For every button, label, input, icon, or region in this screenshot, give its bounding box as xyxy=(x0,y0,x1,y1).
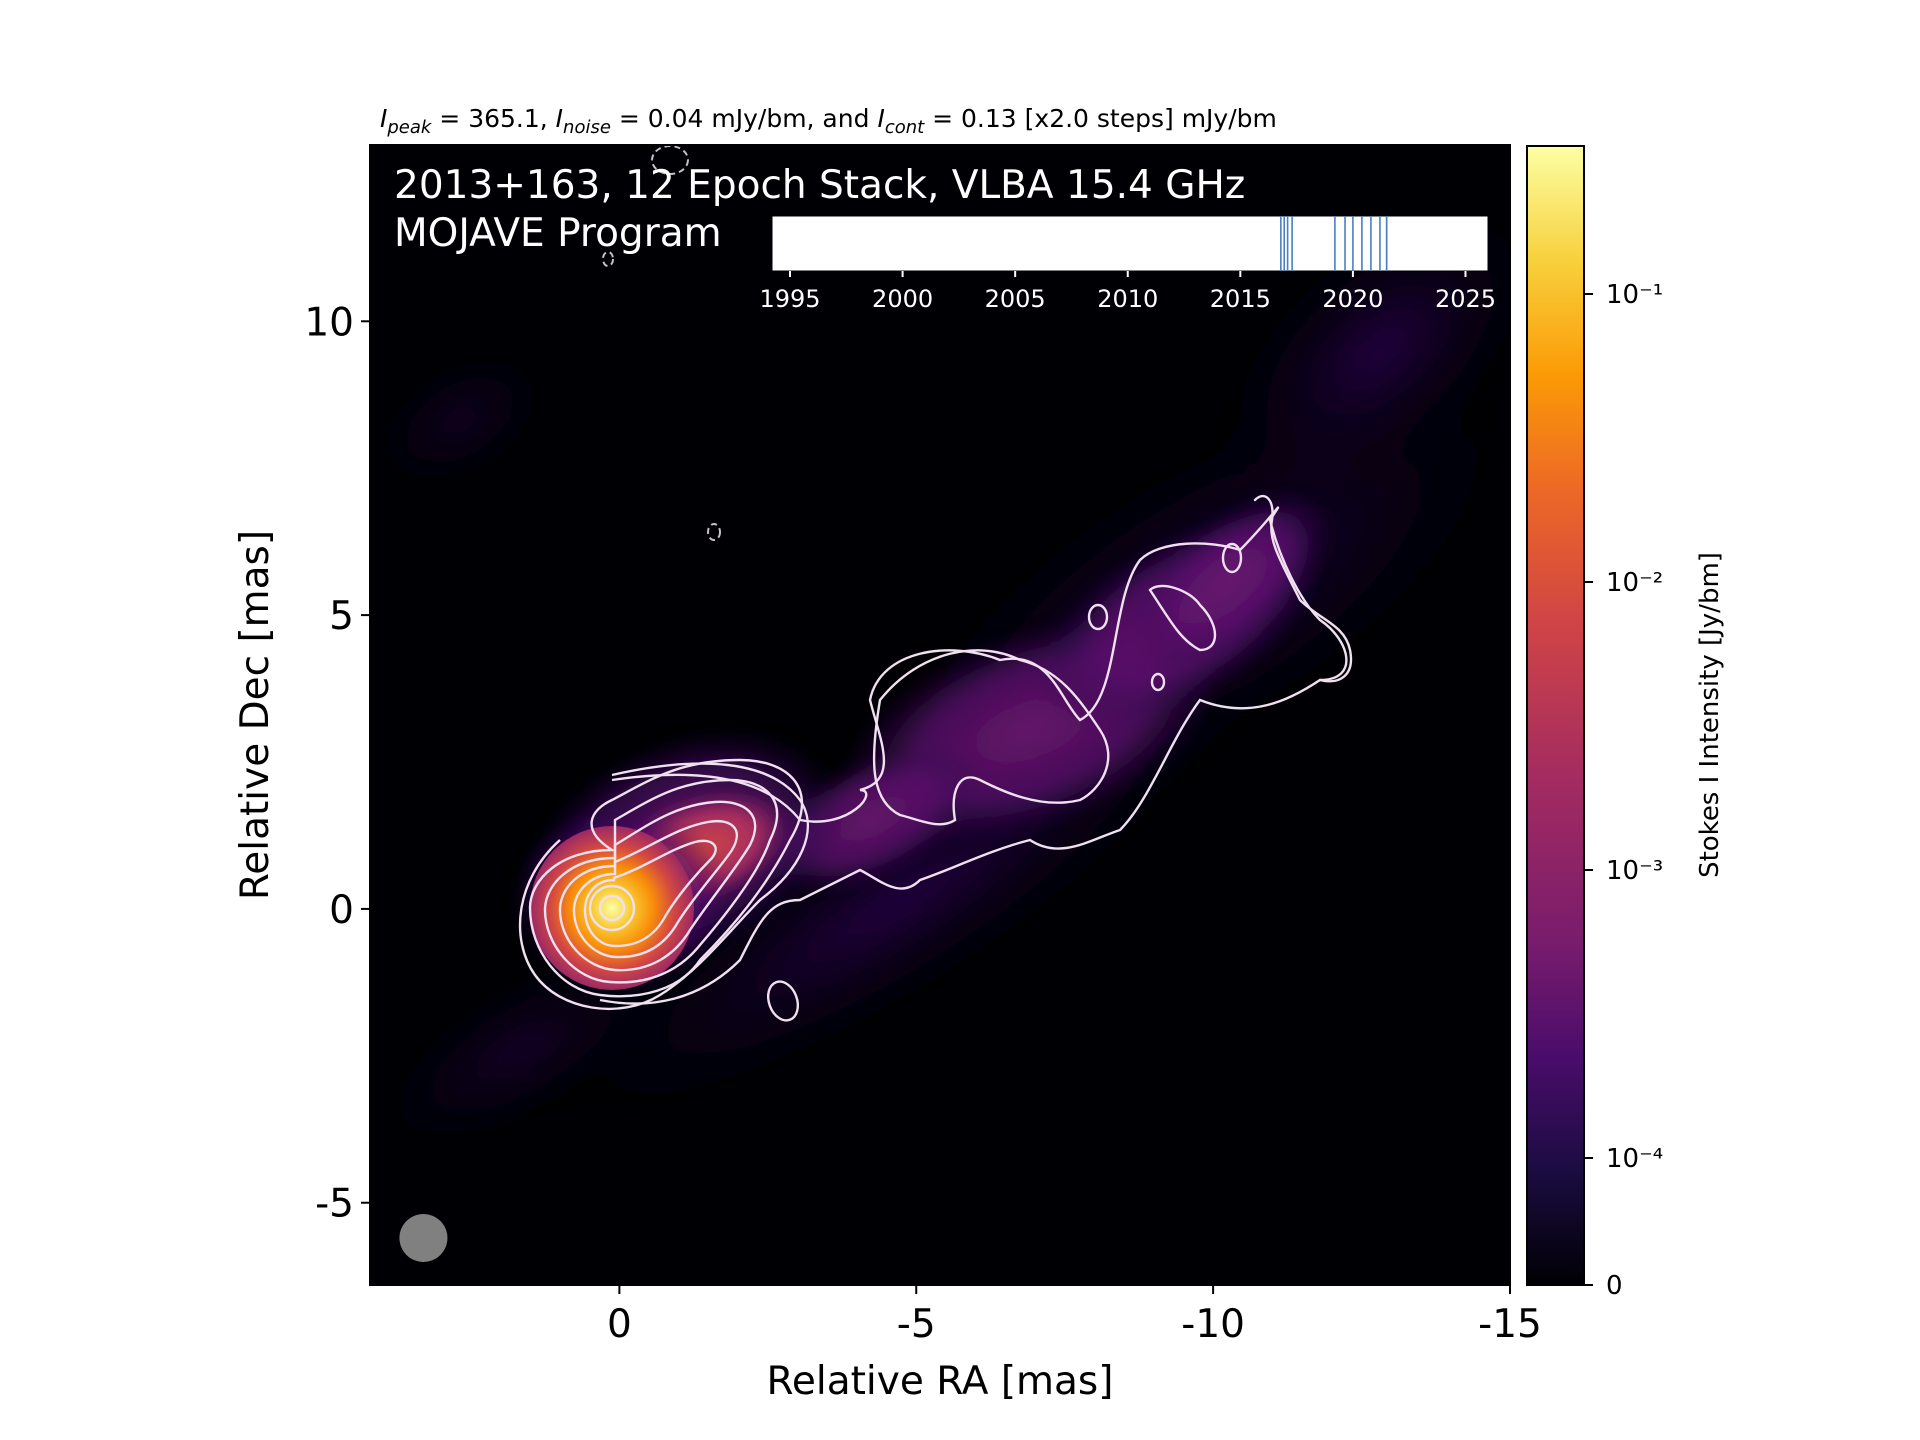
epoch-timeline-inset: 1995 2000 2005 2010 2015 2020 2025 xyxy=(759,215,1496,313)
y-tick-label: 5 xyxy=(329,594,354,639)
colorbar-tick-label: 10⁻³ xyxy=(1606,856,1663,886)
timeline-tick-label: 2015 xyxy=(1210,285,1271,313)
source-label: 2013+163, 12 Epoch Stack, VLBA 15.4 GHz xyxy=(394,163,1245,208)
x-axis-label: Relative RA [mas] xyxy=(767,1359,1114,1404)
y-tick-label: 10 xyxy=(304,300,354,345)
colorbar-tick-label: 0 xyxy=(1606,1271,1623,1301)
epoch-timeline-box xyxy=(771,215,1489,272)
colorbar-label: Stokes I Intensity [Jy/bm] xyxy=(1695,552,1725,878)
timeline-tick-label: 2025 xyxy=(1435,285,1496,313)
timeline-tick-label: 2000 xyxy=(872,285,933,313)
figure-title: Ipeak = 365.1, Inoise = 0.04 mJy/bm, and… xyxy=(380,104,1277,138)
y-tick-label: 0 xyxy=(329,888,354,933)
plot-frame xyxy=(369,144,1511,1286)
colorbar-gradient xyxy=(1526,145,1585,1286)
program-label: MOJAVE Program xyxy=(394,211,722,256)
y-axis-label: Relative Dec [mas] xyxy=(233,530,278,900)
contour-lines xyxy=(518,494,1353,1022)
colorbar-tick-label: 10⁻² xyxy=(1606,568,1663,598)
timeline-tick-label: 2020 xyxy=(1322,285,1383,313)
colorbar-tick-label: 10⁻⁴ xyxy=(1606,1144,1663,1174)
x-tick-label: -15 xyxy=(1478,1302,1542,1347)
timeline-tick-label: 2010 xyxy=(1097,285,1158,313)
x-tick-label: 0 xyxy=(607,1302,632,1347)
colorbar-tick-label: 10⁻¹ xyxy=(1606,280,1663,310)
x-tick-label: -10 xyxy=(1181,1302,1245,1347)
timeline-tick-label: 1995 xyxy=(759,285,820,313)
x-tick-label: -5 xyxy=(897,1302,936,1347)
timeline-tick-label: 2005 xyxy=(985,285,1046,313)
image-plot-area: 2013+163, 12 Epoch Stack, VLBA 15.4 GHz … xyxy=(233,144,1542,1404)
y-tick-label: -5 xyxy=(315,1182,354,1227)
colorbar: 10⁻¹ 10⁻² 10⁻³ 10⁻⁴ 0 Stokes I Intensity [Jy… xyxy=(1526,145,1725,1301)
beam-ellipse xyxy=(399,1213,448,1262)
